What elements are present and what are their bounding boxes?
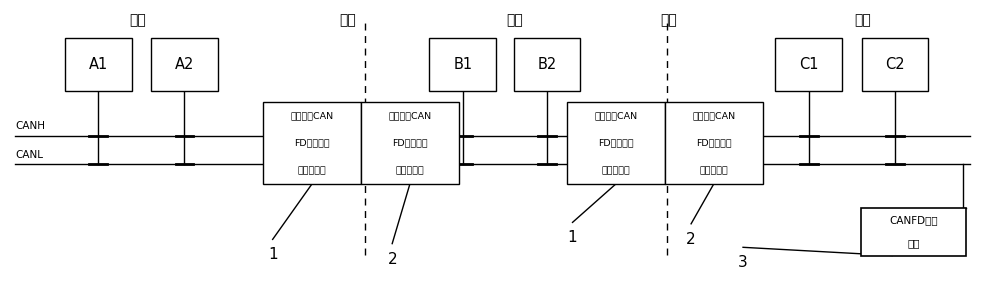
Text: C1: C1 xyxy=(799,57,818,72)
Text: 双路冗余CAN: 双路冗余CAN xyxy=(290,111,333,120)
Text: 1: 1 xyxy=(268,247,277,262)
Bar xyxy=(861,208,966,255)
Bar xyxy=(151,38,218,91)
Text: 2: 2 xyxy=(387,252,397,267)
Text: A1: A1 xyxy=(89,57,108,72)
Text: CANFD检测: CANFD检测 xyxy=(889,215,938,225)
Text: FD总线无线: FD总线无线 xyxy=(696,139,731,148)
Text: FD总线无线: FD总线无线 xyxy=(598,139,633,148)
Bar xyxy=(361,102,459,184)
Text: 级间: 级间 xyxy=(340,13,356,27)
Text: CANL: CANL xyxy=(15,150,43,160)
Bar xyxy=(567,102,665,184)
Text: 双路冗余CAN: 双路冗余CAN xyxy=(594,111,637,120)
Text: 工具: 工具 xyxy=(907,239,920,249)
Bar xyxy=(514,38,580,91)
Text: 双路冗余CAN: 双路冗余CAN xyxy=(692,111,735,120)
Text: 2: 2 xyxy=(686,232,696,247)
Bar xyxy=(775,38,842,91)
Text: 一级: 一级 xyxy=(129,13,146,27)
Text: 光发射模块: 光发射模块 xyxy=(601,166,630,175)
Text: 3: 3 xyxy=(738,255,748,271)
Text: FD总线无线: FD总线无线 xyxy=(392,139,428,148)
Text: C2: C2 xyxy=(885,57,905,72)
Bar xyxy=(429,38,496,91)
Text: 光接收模块: 光接收模块 xyxy=(395,166,424,175)
Bar xyxy=(665,102,763,184)
Text: 二级: 二级 xyxy=(506,13,523,27)
Text: CANH: CANH xyxy=(15,121,45,131)
Text: 光发射模块: 光发射模块 xyxy=(297,166,326,175)
Text: FD总线无线: FD总线无线 xyxy=(294,139,330,148)
Text: 光接收模块: 光接收模块 xyxy=(699,166,728,175)
Text: 1: 1 xyxy=(568,230,577,245)
Text: 级间: 级间 xyxy=(660,13,677,27)
Bar xyxy=(263,102,361,184)
Text: 三级: 三级 xyxy=(854,13,871,27)
Text: A2: A2 xyxy=(175,57,194,72)
Text: 双路冗余CAN: 双路冗余CAN xyxy=(388,111,431,120)
Text: B2: B2 xyxy=(537,57,557,72)
Bar xyxy=(862,38,928,91)
Text: B1: B1 xyxy=(453,57,472,72)
Bar xyxy=(65,38,132,91)
